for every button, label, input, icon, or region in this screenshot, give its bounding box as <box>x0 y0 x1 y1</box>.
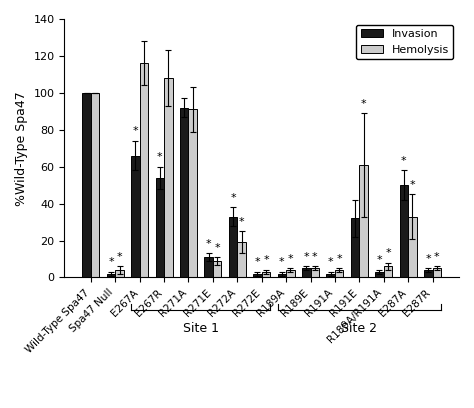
Bar <box>384 266 392 277</box>
Text: *: * <box>214 242 220 253</box>
Bar <box>408 217 417 277</box>
Bar <box>335 270 344 277</box>
Bar <box>253 274 262 277</box>
Bar <box>375 272 384 277</box>
Text: *: * <box>401 156 407 166</box>
Bar <box>164 78 173 277</box>
Text: Site 1: Site 1 <box>182 322 219 335</box>
Bar <box>91 93 100 277</box>
Text: *: * <box>288 254 293 264</box>
Text: *: * <box>206 239 211 249</box>
Text: *: * <box>328 257 333 267</box>
Bar <box>278 274 286 277</box>
Text: *: * <box>303 252 309 262</box>
Bar <box>131 155 140 277</box>
Bar <box>189 109 197 277</box>
Bar <box>180 108 189 277</box>
Bar <box>302 268 310 277</box>
Bar <box>140 63 148 277</box>
Text: *: * <box>255 257 260 267</box>
Text: *: * <box>377 255 382 266</box>
Text: *: * <box>312 252 318 262</box>
Text: *: * <box>426 254 431 264</box>
Y-axis label: %Wild-Type Spa47: %Wild-Type Spa47 <box>15 91 28 206</box>
Text: *: * <box>434 252 439 262</box>
Bar <box>432 268 441 277</box>
Bar <box>82 93 91 277</box>
Text: *: * <box>263 255 269 266</box>
Bar <box>155 178 164 277</box>
Text: *: * <box>108 257 114 267</box>
Text: *: * <box>385 248 391 258</box>
Bar <box>359 165 368 277</box>
Text: *: * <box>133 126 138 136</box>
Bar <box>115 270 124 277</box>
Bar <box>204 257 213 277</box>
Bar <box>229 217 237 277</box>
Text: *: * <box>239 217 245 227</box>
Text: *: * <box>117 252 122 262</box>
Bar <box>327 274 335 277</box>
Text: *: * <box>279 257 285 267</box>
Bar <box>107 274 115 277</box>
Text: *: * <box>361 98 366 109</box>
Text: *: * <box>410 180 415 190</box>
Text: Site 2: Site 2 <box>341 322 377 335</box>
Bar <box>262 272 270 277</box>
Bar <box>286 270 295 277</box>
Text: *: * <box>337 254 342 264</box>
Legend: Invasion, Hemolysis: Invasion, Hemolysis <box>356 24 454 59</box>
Bar <box>213 261 221 277</box>
Bar <box>424 270 432 277</box>
Text: *: * <box>230 193 236 203</box>
Bar <box>237 242 246 277</box>
Bar <box>310 268 319 277</box>
Text: *: * <box>157 152 163 162</box>
Bar <box>400 185 408 277</box>
Bar <box>351 218 359 277</box>
